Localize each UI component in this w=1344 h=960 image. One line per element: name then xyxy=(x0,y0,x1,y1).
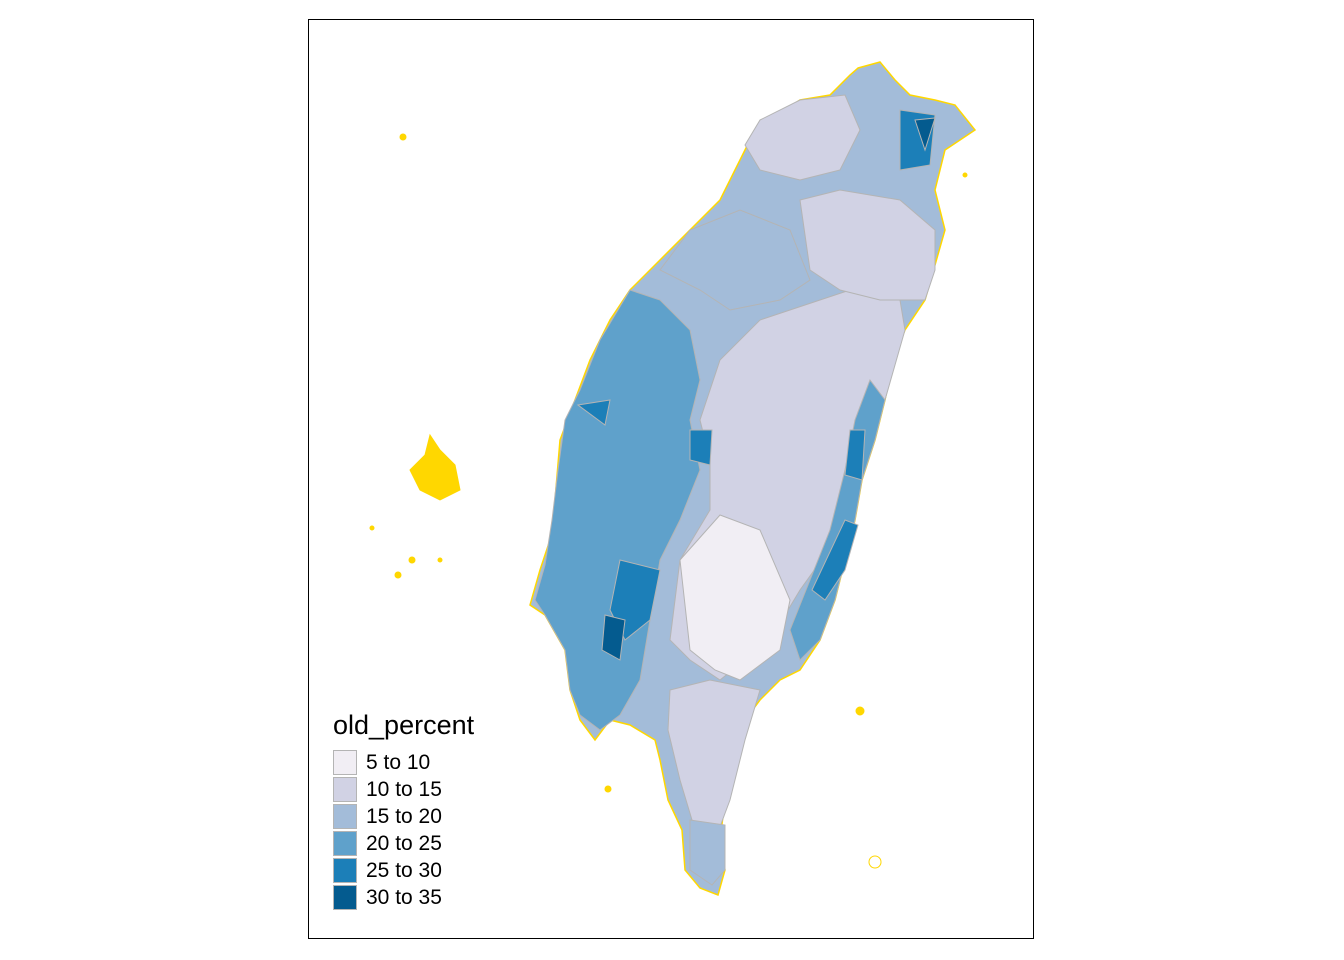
region-west-coast xyxy=(534,289,701,731)
legend-title: old_percent xyxy=(333,710,475,740)
region-dark-6 xyxy=(914,117,936,152)
legend-swatch xyxy=(333,777,357,802)
region-dark-8 xyxy=(576,399,611,426)
region-south xyxy=(667,679,761,841)
region-southtip xyxy=(689,819,726,886)
legend-item: 20 to 25 xyxy=(333,830,474,857)
legend-label: 10 to 15 xyxy=(366,777,442,801)
legend-item: 30 to 35 xyxy=(333,884,474,911)
island xyxy=(369,525,375,531)
legend-item: 25 to 30 xyxy=(333,857,474,884)
region-dark-1 xyxy=(844,429,866,481)
legend-swatch xyxy=(333,831,357,856)
legend-label: 5 to 10 xyxy=(366,750,431,774)
map-frame xyxy=(308,19,1034,939)
island xyxy=(394,571,402,579)
legend-swatch xyxy=(333,750,357,775)
region-north xyxy=(744,94,861,181)
region-dark-2 xyxy=(811,519,859,601)
island xyxy=(962,172,968,178)
legend-swatch xyxy=(333,804,357,829)
legend: old_percent 5 to 10 10 to 15 15 to 20 20 to… xyxy=(333,710,474,911)
legend-item: 5 to 10 xyxy=(333,749,474,776)
island xyxy=(868,855,882,869)
region-lowest xyxy=(679,514,791,681)
region-dark-4 xyxy=(601,614,626,661)
island xyxy=(399,133,407,141)
island xyxy=(604,785,612,793)
legend-label: 20 to 25 xyxy=(366,831,442,855)
region-dark-7 xyxy=(689,429,713,466)
legend-item: 10 to 15 xyxy=(333,776,474,803)
island xyxy=(408,556,416,564)
legend-swatch xyxy=(333,858,357,883)
legend-swatch xyxy=(333,885,357,910)
legend-label: 15 to 20 xyxy=(366,804,442,828)
legend-label: 30 to 35 xyxy=(366,885,442,909)
island-penghu xyxy=(409,433,461,501)
legend-item: 15 to 20 xyxy=(333,803,474,830)
island xyxy=(855,706,865,716)
island xyxy=(437,557,443,563)
region-northeast xyxy=(799,189,936,301)
legend-label: 25 to 30 xyxy=(366,858,442,882)
region-northwest xyxy=(659,209,811,311)
